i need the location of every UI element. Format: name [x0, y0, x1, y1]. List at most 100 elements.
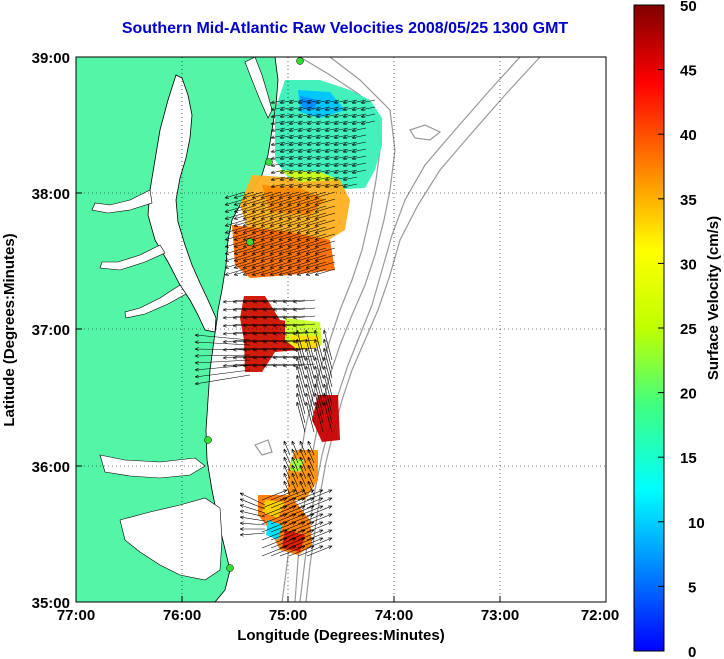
velocity-arrow: [324, 120, 340, 126]
velocity-arrow: [305, 338, 315, 370]
colorbar-tick: 40: [680, 127, 697, 144]
velocity-arrow: [305, 268, 327, 276]
velocity-arrow: [299, 464, 307, 480]
velocity-arrow: [305, 365, 315, 397]
velocity-arrow: [296, 383, 306, 415]
velocity-arrow: [233, 205, 255, 213]
velocity-arrow: [314, 254, 336, 262]
velocity-arrow: [270, 162, 286, 168]
velocity-arrow: [288, 489, 315, 501]
station-marker: [265, 158, 273, 166]
velocity-arrow: [269, 212, 291, 220]
velocity-arrow: [279, 513, 306, 525]
velocity-arrow: [272, 339, 296, 344]
velocity-arrow: [279, 529, 306, 541]
velocity-arrow: [252, 339, 276, 344]
velocity-arrow: [278, 261, 300, 269]
velocity-arrow: [251, 219, 273, 227]
velocity-arrow: [270, 497, 297, 509]
velocity-arrow: [351, 162, 367, 168]
velocity-arrow: [315, 106, 331, 112]
velocity-arrow: [232, 315, 256, 320]
velocity-arrow: [342, 106, 358, 112]
velocity-arrow: [305, 240, 327, 248]
colorbar-label: Surface Velocity (cm/s): [705, 216, 722, 380]
velocity-arrow: [323, 338, 333, 370]
velocity-arrow: [307, 448, 315, 464]
velocity-arrow: [314, 247, 336, 255]
velocity-arrow: [242, 226, 264, 234]
velocity-arrow: [261, 529, 288, 541]
velocity-arrow: [315, 176, 331, 182]
velocity-arrow: [251, 240, 273, 248]
velocity-arrow: [288, 162, 304, 168]
velocity-arrow: [242, 315, 266, 320]
velocity-arrow: [296, 356, 306, 388]
velocity-arrow: [297, 134, 313, 140]
velocity-arrow: [324, 148, 340, 154]
velocity-arrow: [279, 113, 295, 119]
velocity-arrow: [279, 155, 295, 161]
velocity-arrow: [224, 205, 246, 213]
velocity-arrow: [288, 497, 315, 509]
velocity-arrow: [288, 176, 304, 182]
velocity-arrow: [269, 261, 291, 269]
velocity-arrow: [333, 120, 349, 126]
velocity-arrow: [282, 307, 306, 312]
velocity-arrow: [283, 464, 291, 480]
x-tick: 73:00: [481, 607, 519, 624]
velocity-arrow: [232, 323, 256, 328]
velocity-arrow: [242, 212, 264, 220]
station-marker: [204, 436, 212, 444]
velocity-arrow: [224, 191, 246, 199]
velocity-arrow: [287, 254, 309, 262]
velocity-arrow: [306, 99, 322, 105]
velocity-arrow: [351, 141, 367, 147]
velocity-arrow: [296, 347, 306, 379]
velocity-arrow: [307, 456, 315, 472]
velocity-arrow: [194, 354, 251, 358]
velocity-arrow: [261, 521, 288, 533]
velocity-arrow: [260, 212, 282, 220]
velocity-arrow: [222, 315, 246, 320]
velocity-arrow: [282, 331, 306, 336]
velocity-arrow: [305, 392, 315, 424]
velocity-arrow: [279, 162, 295, 168]
velocity-arrow: [269, 254, 291, 262]
velocity-arrow: [288, 529, 315, 541]
velocity-arrow: [315, 113, 331, 119]
velocity-arrow: [315, 155, 331, 161]
velocity-arrow: [333, 127, 349, 133]
velocity-arrow: [279, 106, 295, 112]
velocity-arrow: [333, 169, 349, 175]
colorbar-tick: 45: [680, 63, 697, 80]
velocity-arrow: [224, 261, 246, 269]
velocity-arrow: [351, 120, 367, 126]
velocity-arrow: [288, 148, 304, 154]
velocity-arrow: [333, 141, 349, 147]
velocity-arrow: [314, 219, 336, 227]
velocity-arrow: [305, 347, 315, 379]
velocity-arrow: [287, 212, 309, 220]
velocity-arrow: [288, 99, 304, 105]
y-axis-label: Latitude (Degrees:Minutes): [1, 233, 18, 426]
velocity-arrow: [279, 521, 306, 533]
velocity-arrow: [306, 141, 322, 147]
velocity-arrow: [269, 205, 291, 213]
velocity-arrow: [288, 183, 304, 189]
velocity-arrow: [239, 498, 266, 510]
velocity-arrow: [324, 183, 340, 189]
velocity-arrow: [297, 489, 324, 501]
velocity-arrow: [242, 233, 264, 241]
velocity-arrow: [272, 331, 296, 336]
velocity-arrow: [307, 440, 315, 456]
velocity-arrow: [333, 113, 349, 119]
velocity-arrow: [272, 323, 296, 328]
velocity-arrow: [224, 198, 246, 206]
velocity-arrow: [260, 254, 282, 262]
velocity-arrow: [314, 365, 324, 397]
velocity-arrow: [260, 268, 282, 276]
velocity-arrow: [251, 226, 273, 234]
velocity-arrow: [288, 134, 304, 140]
velocity-arrow: [242, 307, 266, 312]
